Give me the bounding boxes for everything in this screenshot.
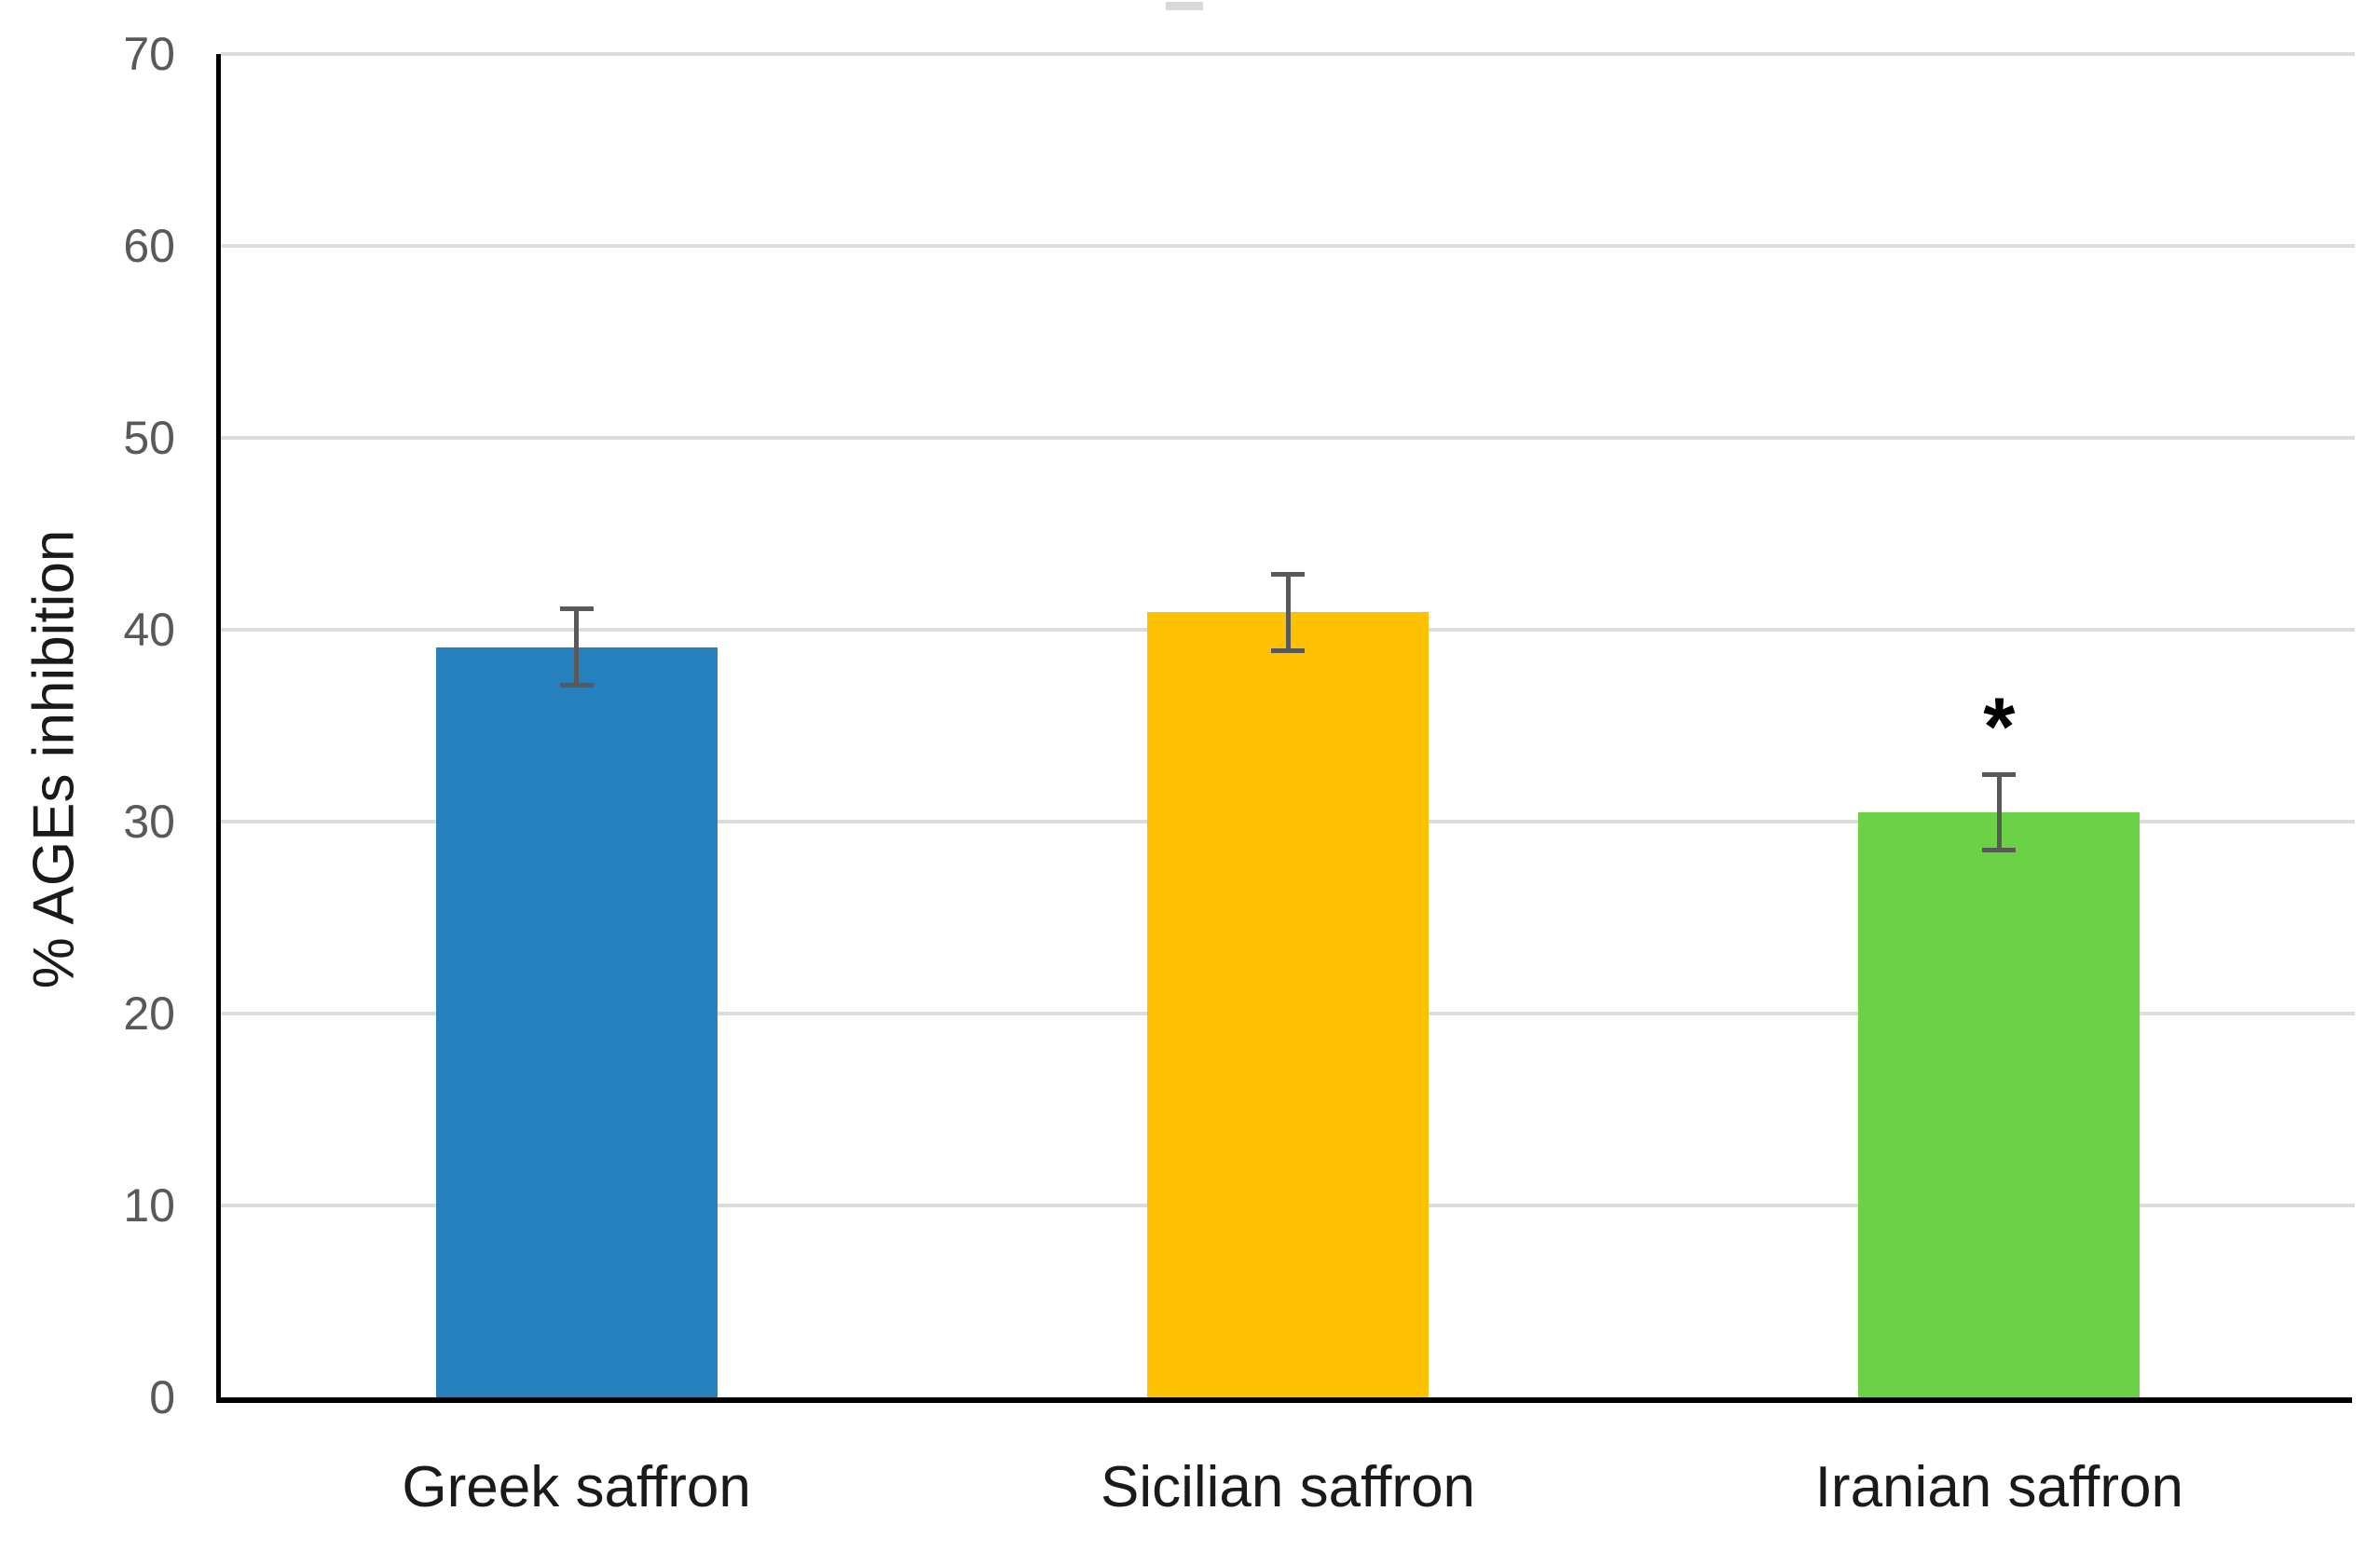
y-tick-label: 20 bbox=[123, 987, 175, 1040]
error-bar-cap-bottom bbox=[1982, 847, 2017, 852]
y-tick-label: 40 bbox=[123, 604, 175, 656]
bar bbox=[1858, 811, 2141, 1397]
top-artifact-mark bbox=[1166, 2, 1203, 10]
error-bar-line bbox=[1996, 773, 2002, 851]
y-tick-label: 70 bbox=[123, 28, 175, 80]
x-axis-line bbox=[216, 1397, 2352, 1403]
bar bbox=[435, 647, 718, 1397]
gridline bbox=[221, 52, 2355, 56]
error-bar-cap-top bbox=[1982, 771, 2017, 777]
category-label: Sicilian saffron bbox=[1100, 1455, 1476, 1519]
gridline bbox=[221, 244, 2355, 248]
error-bar-cap-bottom bbox=[559, 682, 594, 688]
error-bar-line bbox=[574, 608, 580, 686]
y-tick-label: 60 bbox=[123, 220, 175, 272]
error-bar-cap-top bbox=[1271, 572, 1305, 578]
y-tick-label: 30 bbox=[123, 796, 175, 848]
error-bar-line bbox=[1285, 574, 1291, 651]
significance-asterisk: * bbox=[1983, 679, 2016, 772]
y-axis-line bbox=[216, 54, 221, 1403]
y-tick-label: 50 bbox=[123, 412, 175, 464]
y-tick-label: 0 bbox=[149, 1371, 175, 1423]
category-label: Greek saffron bbox=[402, 1455, 751, 1519]
gridline bbox=[221, 436, 2355, 440]
category-label: Iranian saffron bbox=[1814, 1455, 2183, 1519]
y-tick-label: 10 bbox=[123, 1179, 175, 1232]
error-bar-cap-bottom bbox=[1271, 647, 1305, 653]
error-bar-cap-top bbox=[559, 606, 594, 612]
bar bbox=[1147, 612, 1429, 1397]
